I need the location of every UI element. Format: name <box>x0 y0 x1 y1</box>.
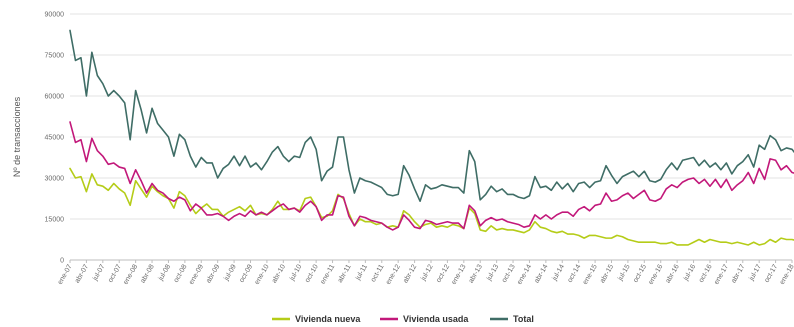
x-tick-label: oct-12 <box>435 263 451 283</box>
y-axis-label: Nº de transacciones <box>12 96 22 177</box>
x-tick-label: ene-08 <box>122 263 139 285</box>
x-tick-label: abr-12 <box>402 263 418 284</box>
x-tick-label: ene-17 <box>713 263 730 285</box>
y-axis: 0 15000 30000 45000 60000 75000 90000 <box>45 12 65 265</box>
x-tick-label: jul-11 <box>354 263 369 282</box>
x-tick-label: jul-15 <box>617 263 632 282</box>
x-tick-label: abr-16 <box>665 263 681 284</box>
x-tick-label: ene-12 <box>385 263 402 285</box>
series-line-total <box>69 29 794 203</box>
x-tick-label: jul-17 <box>748 263 763 282</box>
x-tick-label: oct-14 <box>567 263 583 283</box>
x-tick-label: oct-08 <box>173 263 189 283</box>
legend-label: Vivienda usada <box>403 314 469 324</box>
x-tick-label: ene-18 <box>779 263 794 285</box>
x-tick-label: jul-12 <box>420 263 435 282</box>
y-tick-label: 90000 <box>45 12 65 19</box>
x-tick-label: oct-16 <box>698 263 714 283</box>
y-tick-label: 15000 <box>45 217 65 224</box>
x-tick-label: oct-11 <box>370 263 386 283</box>
x-axis: ene-07 abr-07 jul-07 oct-07 ene-08 abr-08 jul-… <box>57 260 794 286</box>
x-tick-label: abr-09 <box>205 263 221 284</box>
gridlines <box>70 13 792 261</box>
x-tick-label: ene-09 <box>188 263 205 285</box>
x-tick-label: ene-15 <box>582 263 599 285</box>
y-tick-label: 45000 <box>45 135 65 142</box>
series-line-vivienda-usada <box>69 121 794 231</box>
x-tick-label: abr-15 <box>599 263 615 284</box>
x-tick-label: ene-16 <box>647 263 664 285</box>
legend-label: Total <box>513 314 534 324</box>
y-tick-label: 60000 <box>45 94 65 101</box>
x-tick-label: abr-13 <box>468 263 484 284</box>
y-tick-label: 0 <box>60 258 64 265</box>
x-tick-label: jul-13 <box>485 263 500 282</box>
x-tick-label: oct-10 <box>304 263 320 283</box>
x-tick-label: oct-15 <box>632 263 648 283</box>
series-lines <box>69 29 794 246</box>
x-tick-label: ene-11 <box>320 263 337 285</box>
x-tick-label: abr-14 <box>533 263 549 284</box>
x-tick-label: abr-10 <box>271 263 287 284</box>
x-tick-label: abr-17 <box>730 263 746 284</box>
series-line-vivienda-nueva <box>69 167 794 246</box>
x-tick-label: abr-07 <box>74 263 90 284</box>
x-tick-label: jul-10 <box>288 263 303 282</box>
x-tick-label: ene-07 <box>57 263 74 285</box>
legend: Vivienda nueva Vivienda usada Total <box>272 314 534 324</box>
x-tick-label: ene-13 <box>451 263 468 285</box>
x-tick-label: oct-09 <box>238 263 254 283</box>
y-tick-label: 30000 <box>45 176 65 183</box>
x-tick-label: jul-09 <box>223 263 238 282</box>
x-tick-label: ene-10 <box>254 263 271 285</box>
x-tick-label: oct-13 <box>501 263 517 283</box>
y-tick-label: 75000 <box>45 53 65 60</box>
x-tick-label: oct-07 <box>107 263 123 283</box>
x-tick-label: jul-16 <box>682 263 697 282</box>
legend-label: Vivienda nueva <box>295 314 361 324</box>
x-tick-label: jul-07 <box>91 263 106 282</box>
x-tick-label: oct-17 <box>764 263 780 283</box>
x-tick-label: jul-14 <box>551 263 566 282</box>
x-tick-label: abr-11 <box>337 263 353 284</box>
x-tick-label: ene-14 <box>516 263 533 285</box>
x-tick-label: jul-08 <box>157 263 172 282</box>
x-tick-label: abr-08 <box>140 263 156 284</box>
